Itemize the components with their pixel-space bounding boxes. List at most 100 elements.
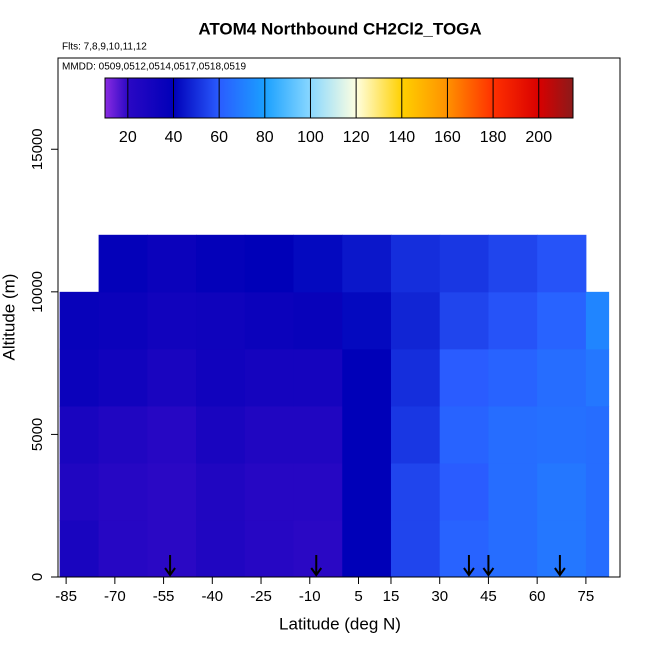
plot-frame [57,57,621,578]
heatmap-cell [537,462,587,521]
y-tick-label: 5000 [29,418,46,451]
heatmap-cell [244,348,295,407]
heatmap-cell [488,291,538,350]
colorbar-segment [401,78,448,118]
heatmap-cell [342,348,392,407]
x-tick-label: 60 [529,588,546,605]
colorbar-segment [447,78,494,118]
colorbar-tick-label: 100 [297,129,324,146]
heatmap-cell [244,462,295,521]
x-tick-label: -40 [201,588,223,605]
arrow-marker [164,555,176,577]
heatmap-cell [342,291,392,350]
heatmap-cell [488,405,538,464]
heatmap-cell [390,405,441,464]
heatmap-cell [439,348,489,407]
arrow-marker [482,555,495,577]
heatmap-cell [488,348,538,407]
heatmap-cell [488,519,538,578]
heatmap-cell [98,234,148,293]
y-axis-label: Altitude (m) [0,274,18,361]
colorbar-frame [104,77,574,119]
heatmap-cell [59,405,100,464]
y-tick-label: 15000 [29,128,46,170]
heatmap-cell [147,462,197,521]
heatmap-cell [488,462,538,521]
heatmap-cell [585,462,610,521]
heatmap-cell [59,348,100,407]
colorbar-tick-label: 60 [210,129,228,146]
heatmap-cell [293,519,343,578]
heatmap-cell [196,519,246,578]
heatmap-cell [244,234,295,293]
colorbar-tick-label: 80 [256,129,274,146]
colorbar-tick-label: 40 [165,129,183,146]
heatmap-cell [585,348,610,407]
heatmap-cell [585,519,610,578]
heatmap-cell [439,291,489,350]
x-tick-label: 5 [354,588,362,605]
colorbar-tick-label: 160 [434,129,461,146]
x-tick-label: 30 [431,588,448,605]
x-tick-label: -85 [55,588,77,605]
heatmap-cell [342,405,392,464]
heatmap-cell [342,519,392,578]
heatmap-cell [342,234,392,293]
colorbar-tick-label: 180 [480,129,507,146]
heatmap-cell [147,348,197,407]
heatmap-cell [196,234,246,293]
arrow-marker [310,555,323,577]
heatmap-cell [98,462,148,521]
heatmap-cell [196,348,246,407]
heatmap-cell [244,405,295,464]
x-axis-label: Latitude (deg N) [279,614,401,633]
heatmap-cell [196,291,246,350]
y-tick-label: 0 [29,573,46,581]
heatmap-cell [390,234,441,293]
heatmap-cell [537,348,587,407]
heatmap-cell [342,462,392,521]
colorbar-segment [310,78,357,118]
chart-title: ATOM4 Northbound CH2Cl2_TOGA [198,19,481,38]
heatmap-cell [196,462,246,521]
colorbar-segment [219,78,266,118]
colorbar-segment [264,78,311,118]
heatmap-cell [293,462,343,521]
arrow-marker [554,555,566,577]
x-tick-label: 75 [578,588,595,605]
colorbar-tick-label: 20 [119,129,137,146]
heatmap-cell [585,291,610,350]
colorbar-segment [493,78,540,118]
y-tick-label: 10000 [29,271,46,313]
heatmap-cell [147,405,197,464]
heatmap-cell [244,291,295,350]
heatmap-cell [147,519,197,578]
heatmap-cell [390,519,441,578]
heatmap-cell [293,291,343,350]
colorbar-tick-label: 140 [388,129,415,146]
heatmap-cell [59,291,100,350]
x-tick-label: -55 [153,588,175,605]
x-tick-label: -10 [299,588,321,605]
heatmap-cell [439,405,489,464]
x-tick-label: 45 [480,588,497,605]
heatmap-cell [98,519,148,578]
heatmap-cell [98,405,148,464]
heatmap-cell [59,462,100,521]
heatmap-cell [390,291,441,350]
heatmap-cell [293,234,343,293]
heatmap-cell [488,234,538,293]
heatmap-cell [293,348,343,407]
heatmap-cell [537,234,587,293]
heatmap-cell [98,291,148,350]
x-tick-label: -25 [250,588,272,605]
x-tick-label: 15 [383,588,400,605]
heatmap-cell [293,405,343,464]
heatmap-cell [98,348,148,407]
annotation: MMDD: 0509,0512,0514,0517,0518,0519 [62,62,246,73]
colorbar-segment [538,78,574,118]
x-tick-label: -70 [104,588,126,605]
heatmap-cell [390,348,441,407]
